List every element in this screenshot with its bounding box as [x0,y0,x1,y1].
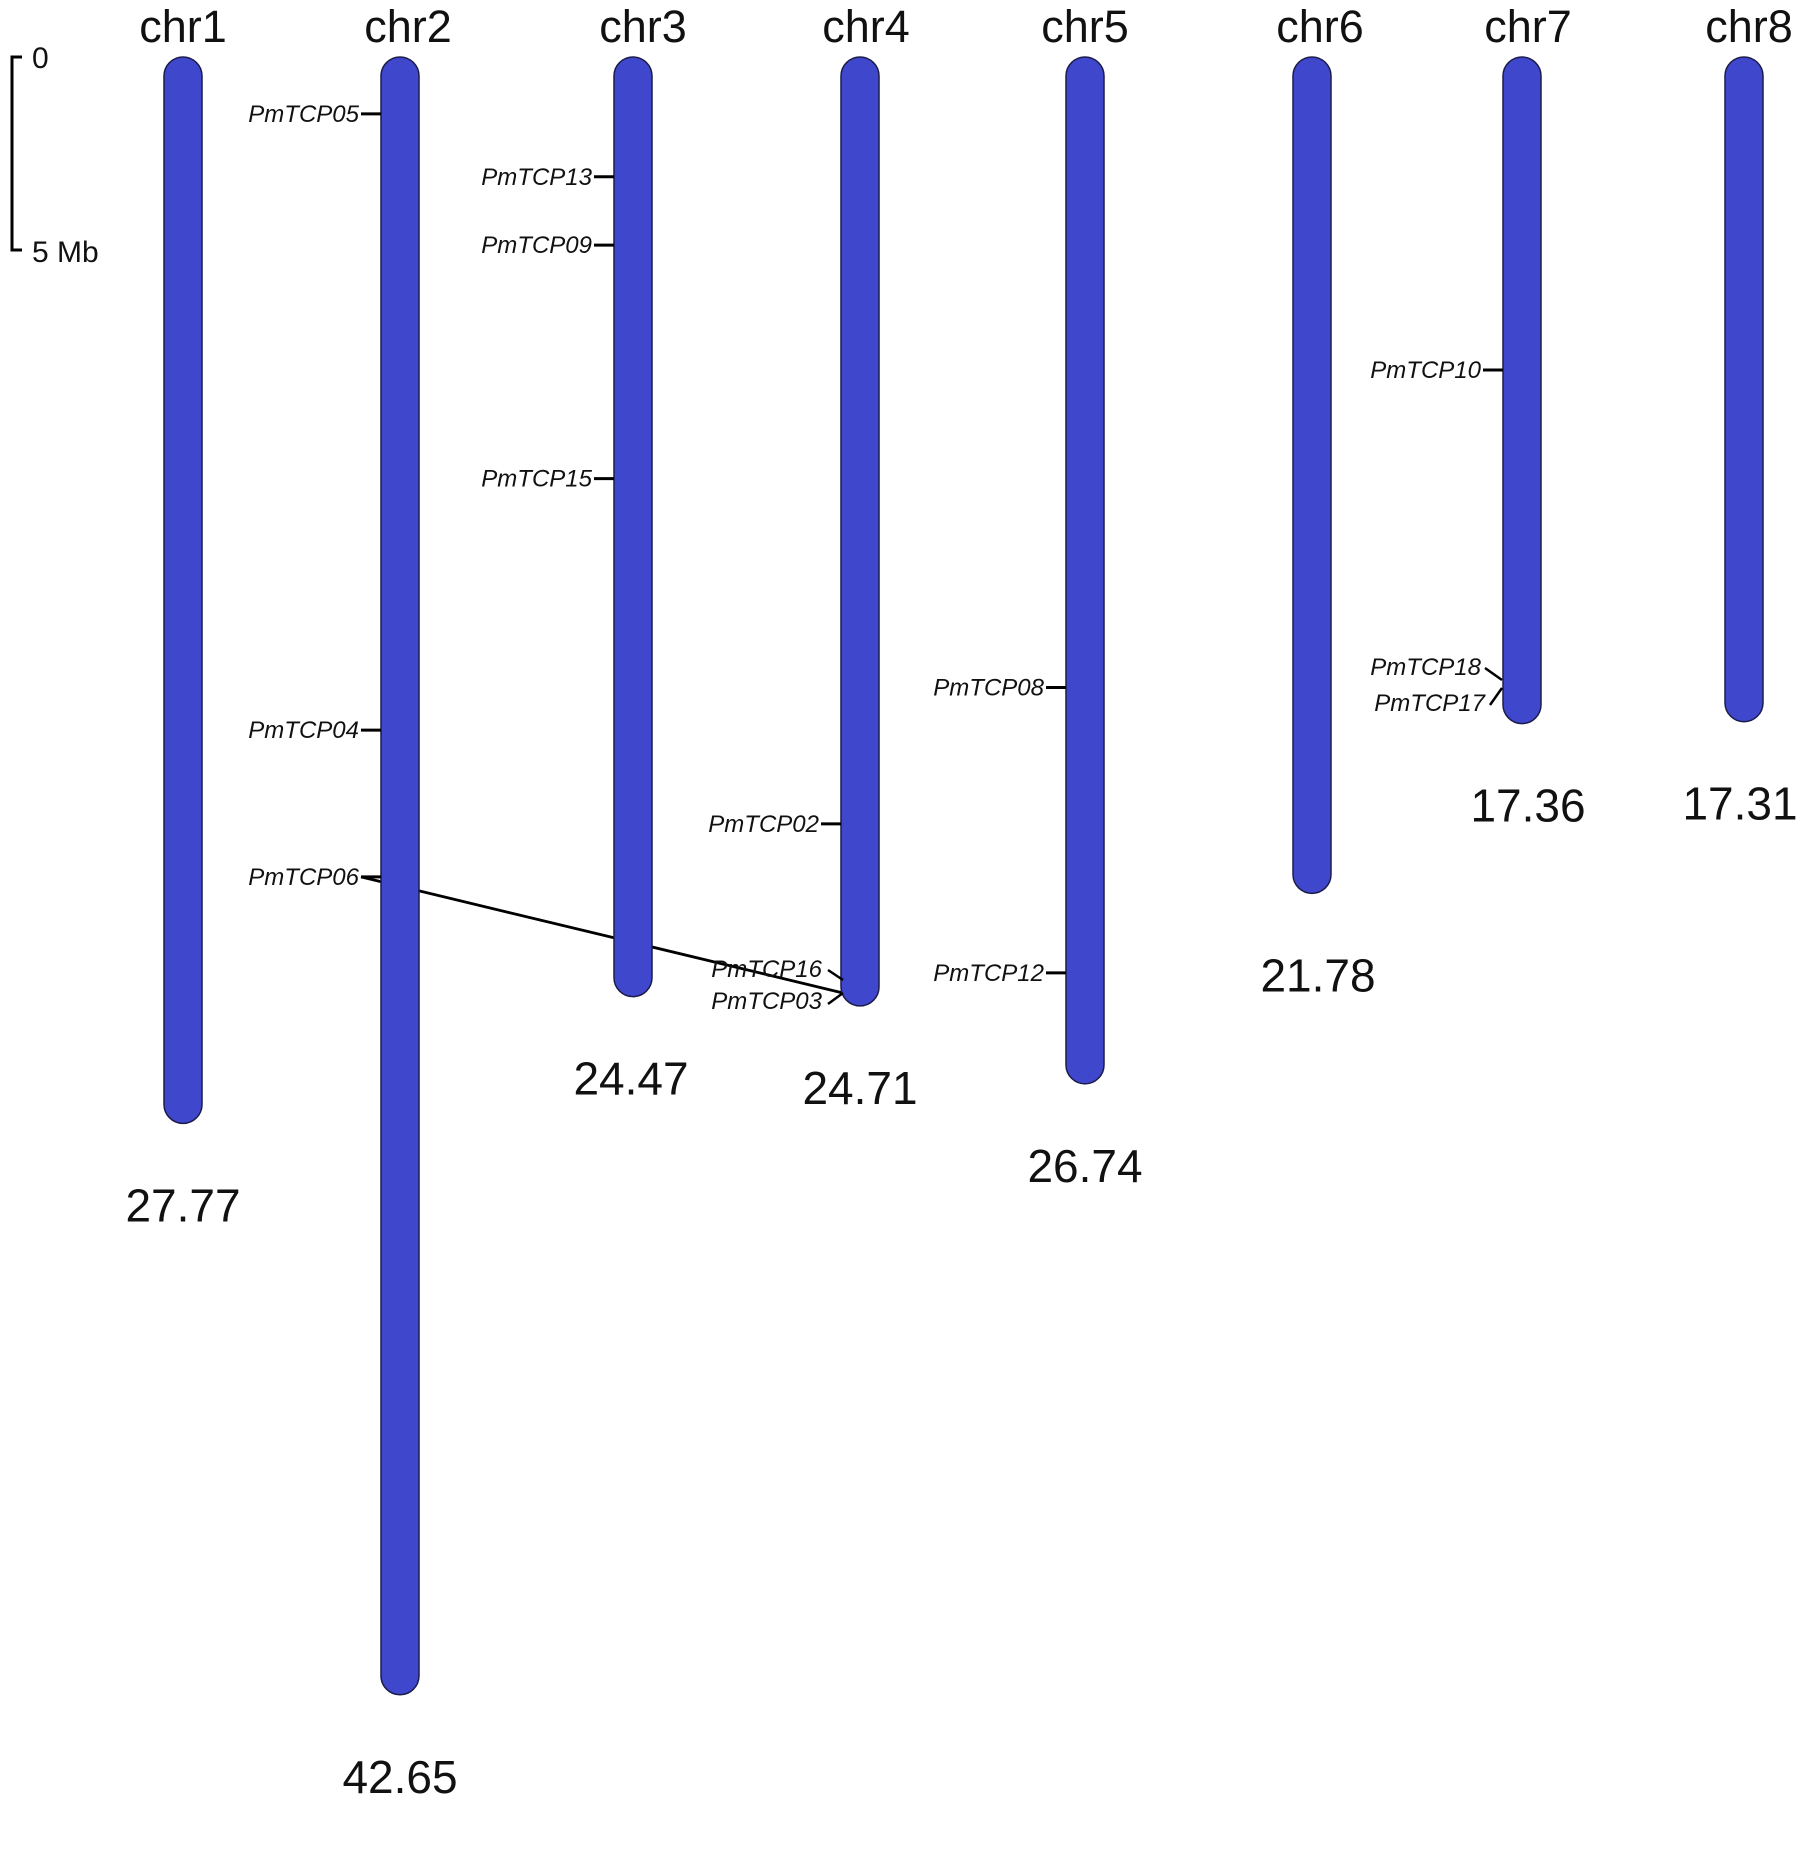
chromosome-name-label: chr4 [822,1,910,52]
gene-label-PmTCP05: PmTCP05 [248,101,359,128]
chromosome-length-label: 26.74 [1027,1140,1142,1192]
chromosome-bar-chr8 [1724,56,1764,723]
gene-label-PmTCP10: PmTCP10 [1370,357,1481,384]
scale-bar [10,55,22,252]
chromosome-length-label: 17.36 [1470,780,1585,832]
duplication-links [360,875,844,995]
chromosome-length-label: 24.47 [573,1053,688,1105]
chromosome-length-label: 42.65 [342,1751,457,1803]
gene-label-PmTCP18: PmTCP18 [1370,654,1481,681]
gene-label-PmTCP17: PmTCP17 [1374,690,1486,717]
gene-label-PmTCP16: PmTCP16 [711,956,822,983]
chromosome-name-label: chr7 [1484,1,1572,52]
gene-label-PmTCP13: PmTCP13 [481,164,592,191]
chromosome-chr1: chr1 27.77 [125,1,240,1231]
scale-zero-label: 0 [32,42,49,75]
gene-leader-PmTCP16 [827,968,844,982]
chromosome-bar-chr1 [163,56,203,1125]
scale-mark-label: 5 Mb [32,236,99,269]
chromosome-chr3: chr3 24.47 PmTCP13 PmTCP09 PmTCP15 [481,1,688,1105]
chromosomes: chr127.77chr242.65PmTCP05PmTCP04PmTCP06c… [125,1,1797,1803]
gene-label-PmTCP08: PmTCP08 [933,675,1044,702]
chromosome-chr4: chr4 24.71 PmTCP02 PmTCP16 PmTCP03 [708,1,917,1114]
gene-leader-PmTCP17 [1488,687,1504,706]
gene-label-PmTCP06: PmTCP06 [248,864,359,891]
chromosome-chr8: chr8 17.31 [1682,1,1797,830]
chromosome-length-label: 24.71 [802,1062,917,1114]
chromosome-length-label: 21.78 [1260,949,1375,1001]
chromosome-bar-chr7 [1502,56,1542,725]
scale-bar-group: 0 5 Mb [10,42,99,269]
chromosome-bar-chr3 [613,56,653,998]
chromosome-bar-chr2 [380,56,420,1696]
chromosome-bar-chr6 [1292,56,1332,895]
chromosome-bar-chr5 [1065,56,1105,1085]
gene-label-PmTCP04: PmTCP04 [248,717,359,744]
chromosome-name-label: chr6 [1276,1,1364,52]
chromosome-chr5: chr5 26.74 PmTCP08 PmTCP12 [933,1,1142,1192]
chromosome-chr6: chr6 21.78 [1260,1,1375,1001]
duplication-link [360,875,844,995]
chromosome-length-label: 17.31 [1682,778,1797,830]
gene-label-PmTCP15: PmTCP15 [481,466,592,493]
gene-leader-PmTCP18 [1484,666,1503,682]
chromosome-name-label: chr2 [364,1,452,52]
gene-label-PmTCP02: PmTCP02 [708,811,819,838]
chromosome-bar-chr4 [840,56,880,1007]
chromosome-name-label: chr5 [1041,1,1129,52]
chromosome-name-label: chr8 [1705,1,1793,52]
chromosome-chr2: chr2 42.65 PmTCP05 PmTCP04 PmTCP06 [248,1,457,1803]
chromosome-name-label: chr3 [599,1,687,52]
chromosome-chr7: chr7 17.36 PmTCP10 PmTCP18 PmTCP17 [1370,1,1585,832]
gene-leader-PmTCP03 [827,991,844,1006]
gene-label-PmTCP09: PmTCP09 [481,232,592,259]
gene-label-PmTCP12: PmTCP12 [933,960,1044,987]
chromosome-length-label: 27.77 [125,1179,240,1231]
chromosome-name-label: chr1 [139,1,227,52]
gene-label-PmTCP03: PmTCP03 [711,988,822,1015]
